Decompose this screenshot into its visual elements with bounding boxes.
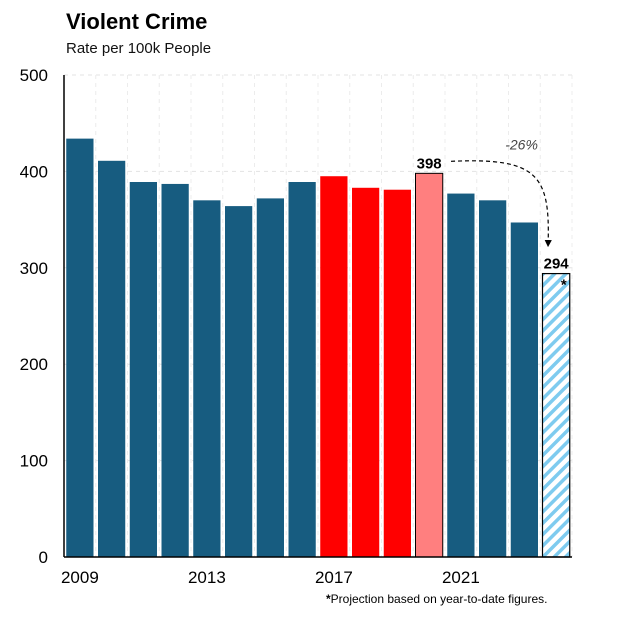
bars [66, 138, 571, 558]
bar [352, 187, 380, 557]
y-tick-label: 400 [20, 162, 48, 181]
footnote: *Projection based on year-to-date figure… [326, 592, 547, 606]
bar-projection [541, 272, 571, 558]
bar-peak [415, 172, 444, 558]
projection-marker: * [561, 277, 567, 294]
bar [383, 189, 411, 557]
annotation-arrow [450, 160, 552, 248]
data-label: 398 [417, 155, 442, 172]
x-tick-label: 2021 [442, 568, 480, 587]
y-tick-label: 500 [20, 66, 48, 85]
bar [225, 206, 253, 557]
bar [193, 200, 221, 557]
y-tick-label: 300 [20, 259, 48, 278]
bar [129, 182, 157, 557]
bar [288, 182, 316, 557]
bar [479, 200, 507, 557]
bar [98, 160, 126, 557]
x-tick-label: 2013 [188, 568, 226, 587]
labels: 0 100 200 300 400 500 2009 2013 2017 2021 398 294 * -… [20, 66, 570, 587]
bar [320, 176, 348, 557]
y-tick-label: 0 [39, 548, 48, 567]
data-label: 294 [544, 256, 570, 273]
bar [510, 222, 538, 557]
x-tick-label: 2017 [315, 568, 353, 587]
chart-title: Violent Crime [66, 9, 208, 34]
bar [161, 183, 189, 557]
change-annotation: -26% [505, 136, 538, 152]
bar [66, 138, 94, 557]
x-tick-label: 2009 [61, 568, 99, 587]
footnote-marker: * [326, 592, 331, 606]
y-tick-label: 200 [20, 355, 48, 374]
y-tick-label: 100 [20, 452, 48, 471]
axes [63, 75, 572, 558]
bar [256, 198, 284, 557]
footnote-text: Projection based on year-to-date figures… [330, 592, 548, 606]
bar [447, 193, 475, 557]
chart-subtitle: Rate per 100k People [66, 40, 212, 57]
